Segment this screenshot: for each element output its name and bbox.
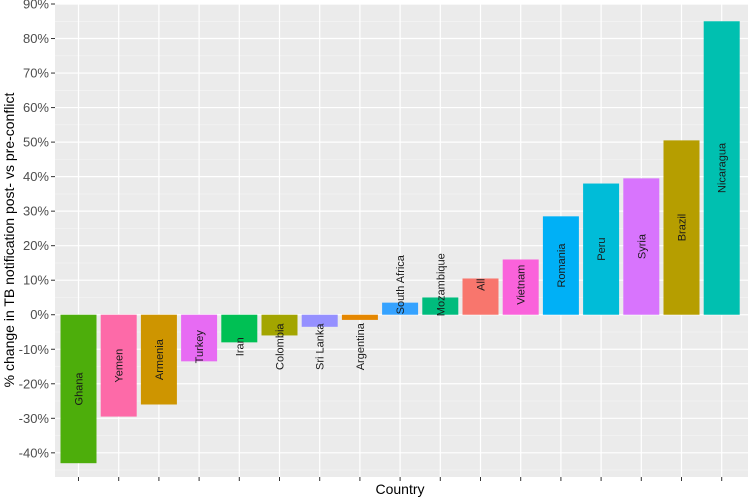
- bar-peru: [583, 183, 620, 315]
- bar-label: Syria: [636, 233, 648, 259]
- bar-label: Yemen: [114, 349, 126, 383]
- bar-colombia: [261, 314, 298, 336]
- y-tick-label: -10%: [19, 342, 50, 357]
- bar-all: [462, 278, 499, 315]
- y-tick-label: 30%: [23, 204, 49, 219]
- bar-armenia: [140, 314, 177, 405]
- y-tick-label: 20%: [23, 238, 49, 253]
- bar-brazil: [663, 140, 700, 315]
- y-tick-label: 10%: [23, 273, 49, 288]
- bar-label: Turkey: [194, 330, 206, 364]
- bar-label: Vietnam: [516, 265, 528, 305]
- bar-south-africa: [382, 302, 419, 315]
- bar-label: Colombia: [275, 323, 287, 370]
- y-tick-label: 60%: [23, 100, 49, 115]
- y-tick-label: -30%: [19, 411, 50, 426]
- bar-label: Nicaragua: [717, 142, 729, 193]
- bar-labels: Ghana Yemen Armenia Turkey Iran Colombia Sri L…: [74, 142, 729, 405]
- bars: [60, 21, 740, 464]
- bar-yemen: [100, 314, 137, 417]
- bar-turkey: [181, 314, 218, 362]
- bar-ghana: [60, 314, 97, 464]
- bar-syria: [623, 178, 660, 315]
- bar-mozambique: [422, 297, 459, 315]
- y-tick-label: 70%: [23, 66, 49, 81]
- y-tick-label: 80%: [23, 31, 49, 46]
- bar-label: Iran: [234, 337, 246, 356]
- bar-label: Sri Lanka: [315, 323, 327, 370]
- bar-argentina: [341, 314, 378, 320]
- bar-romania: [542, 216, 579, 315]
- bar-nicaragua: [703, 21, 740, 315]
- y-axis-ticks: -40% -30% -20% -10% 0% 10% 20% 30% 40% 50% 60% 70% 8…: [19, 0, 55, 460]
- y-tick-label: -40%: [19, 445, 50, 460]
- bar-label: Ghana: [74, 372, 86, 406]
- y-tick-label: 40%: [23, 169, 49, 184]
- y-tick-label: 90%: [23, 0, 49, 12]
- bar-label: All: [476, 279, 488, 291]
- y-tick-label: 50%: [23, 135, 49, 150]
- bar-iran: [221, 314, 258, 343]
- bar-sri-lanka: [301, 314, 338, 327]
- y-tick-label: 0%: [30, 307, 49, 322]
- y-axis-title: % change in TB notification post- vs pre…: [1, 93, 17, 388]
- bar-label: Brazil: [677, 214, 689, 242]
- bar-label: Argentina: [355, 322, 367, 370]
- x-axis-title: Country: [375, 481, 424, 497]
- bar-label: Romania: [556, 243, 568, 288]
- x-axis-ticks: [78, 477, 723, 481]
- bar-label: South Africa: [395, 254, 407, 314]
- bar-vietnam: [502, 259, 539, 315]
- bar-label: Peru: [596, 238, 608, 261]
- y-tick-label: -20%: [19, 376, 50, 391]
- bar-label: Armenia: [154, 338, 166, 380]
- bar-label: Mozambique: [435, 253, 447, 316]
